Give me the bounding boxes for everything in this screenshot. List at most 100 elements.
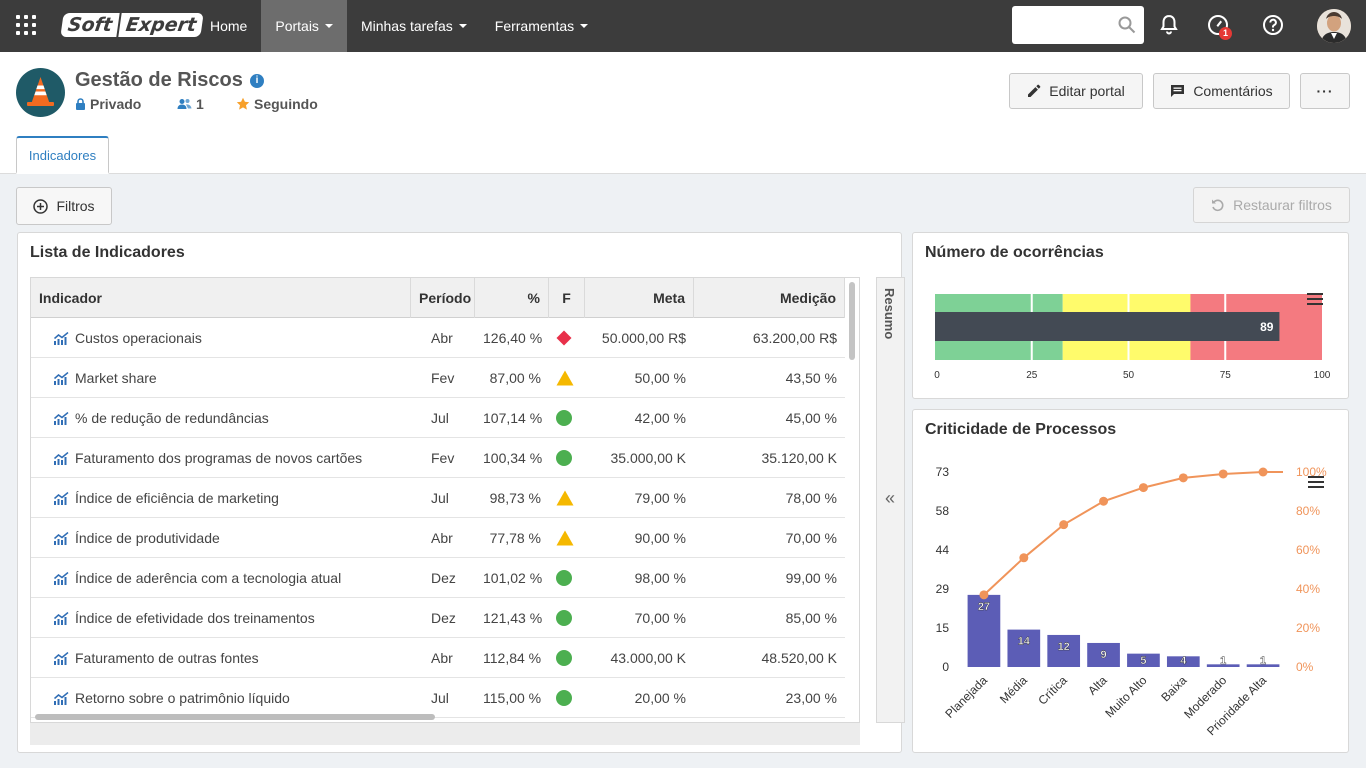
- column-periodo[interactable]: Período: [411, 278, 475, 318]
- table-row[interactable]: Índice de produtividade Abr 77,78 % 90,00 %…: [31, 518, 845, 558]
- bar-Baixa[interactable]: [1166, 656, 1200, 667]
- indicator-measure: 70,00 %: [785, 530, 837, 546]
- table-row[interactable]: Custos operacionais Abr 126,40 % 50.000,00 …: [31, 318, 845, 358]
- indicator-chart-icon: [54, 372, 69, 385]
- cumulative-point[interactable]: [1059, 520, 1069, 530]
- pencil-icon: [1028, 84, 1041, 97]
- privacy-label: Privado: [90, 96, 142, 112]
- indicator-period: Fev: [431, 450, 455, 466]
- table-row[interactable]: Índice de efetividade dos treinamentos De…: [31, 598, 845, 638]
- softexpert-logo[interactable]: Soft Expert: [60, 10, 204, 40]
- bar-Prioridade Alta[interactable]: [1246, 664, 1280, 667]
- indicator-chart-icon: [54, 492, 69, 505]
- column-flag[interactable]: F: [549, 278, 585, 318]
- indicator-name[interactable]: Custos operacionais: [75, 330, 202, 346]
- more-options-label: ···: [1316, 83, 1334, 99]
- nav-minhas-tarefas-label: Minhas tarefas: [360, 18, 453, 34]
- tab-indicadores[interactable]: Indicadores: [16, 136, 109, 174]
- bar-data-label: 14: [1018, 636, 1031, 648]
- indicator-percent: 98,73 %: [489, 490, 541, 506]
- vertical-scrollbar[interactable]: [849, 282, 855, 360]
- more-options-button[interactable]: ···: [1300, 73, 1350, 109]
- bar-data-label: 1: [1220, 655, 1226, 667]
- comments-button[interactable]: Comentários: [1153, 73, 1290, 109]
- indicator-name[interactable]: Market share: [75, 370, 157, 386]
- cumulative-point[interactable]: [979, 590, 989, 600]
- indicator-name[interactable]: Índice de eficiência de marketing: [75, 490, 279, 506]
- table-row[interactable]: Índice de eficiência de marketing Jul 98,7…: [31, 478, 845, 518]
- indicator-name[interactable]: Índice de produtividade: [75, 530, 220, 546]
- indicator-percent: 112,84 %: [483, 650, 542, 666]
- indicator-name[interactable]: % de redução de redundâncias: [75, 410, 269, 426]
- double-chevron-left-icon[interactable]: «: [885, 488, 896, 508]
- nav-portais[interactable]: Portais: [261, 0, 347, 52]
- column-meta[interactable]: Meta: [585, 278, 694, 318]
- traffic-cone-icon: [16, 68, 65, 117]
- restore-filters-button[interactable]: Restaurar filtros: [1193, 187, 1350, 223]
- cumulative-point[interactable]: [1178, 473, 1188, 483]
- indicator-name[interactable]: Índice de aderência com a tecnologia atu…: [75, 570, 342, 586]
- table-row[interactable]: % de redução de redundâncias Jul 107,14 % 4…: [31, 398, 845, 438]
- members-count[interactable]: 1: [177, 96, 204, 112]
- cumulative-point[interactable]: [1258, 467, 1268, 477]
- summary-label: Resumo: [882, 288, 897, 340]
- search-input[interactable]: [1012, 6, 1144, 44]
- indicator-chart-icon: [54, 532, 69, 545]
- chart-menu-icon[interactable]: [1307, 293, 1323, 305]
- indicator-name[interactable]: Retorno sobre o patrimônio líquido: [75, 690, 290, 706]
- table-row[interactable]: Faturamento de outras fontes Abr 112,84 % 4…: [31, 638, 845, 678]
- cumulative-point[interactable]: [1099, 496, 1109, 506]
- bar-Crítica[interactable]: [1047, 634, 1081, 667]
- cumulative-point[interactable]: [1138, 483, 1148, 493]
- compass-icon[interactable]: [1206, 13, 1230, 37]
- comment-icon: [1171, 85, 1185, 97]
- filters-button[interactable]: Filtros: [16, 187, 112, 225]
- bar-Média[interactable]: [1007, 629, 1041, 667]
- indicator-measure: 85,00 %: [785, 610, 837, 626]
- indicator-measure: 35.120,00 K: [761, 450, 837, 466]
- bar-Moderado[interactable]: [1206, 664, 1240, 667]
- indicator-name[interactable]: Faturamento dos programas de novos cartõ…: [75, 450, 363, 466]
- chart-menu-icon[interactable]: [1308, 476, 1324, 488]
- horizontal-scrollbar[interactable]: [35, 714, 435, 720]
- column-percent[interactable]: %: [475, 278, 549, 318]
- x-category-label: Muito Alto: [1102, 673, 1149, 720]
- cumulative-point[interactable]: [1019, 553, 1029, 563]
- help-icon[interactable]: [1261, 13, 1285, 37]
- indicator-chart-icon: [54, 572, 69, 585]
- table-row[interactable]: Market share Fev 87,00 % 50,00 % 43,50 %: [31, 358, 845, 398]
- summary-side-panel[interactable]: Resumo «: [876, 277, 905, 723]
- follow-status[interactable]: Seguindo: [236, 96, 318, 112]
- nav-ferramentas[interactable]: Ferramentas: [481, 0, 602, 52]
- indicator-goal: 50.000,00 R$: [601, 330, 686, 346]
- x-tick-label: 100: [1314, 370, 1331, 381]
- nav-minhas-tarefas[interactable]: Minhas tarefas: [347, 0, 481, 52]
- app-launcher-icon[interactable]: [16, 15, 36, 35]
- nav-home[interactable]: Home: [196, 0, 261, 52]
- bar-data-label: 1: [1260, 655, 1266, 667]
- avatar[interactable]: [1317, 9, 1351, 43]
- cumulative-point[interactable]: [1218, 469, 1228, 479]
- top-navigation-bar: Soft Expert Home Portais Minhas tarefas …: [0, 0, 1366, 52]
- bar-Planejada[interactable]: [967, 594, 1001, 667]
- comments-label: Comentários: [1193, 83, 1273, 99]
- indicator-name[interactable]: Faturamento de outras fontes: [75, 650, 259, 666]
- y-tick-label: 15: [936, 621, 950, 635]
- indicator-name[interactable]: Índice de efetividade dos treinamentos: [75, 610, 315, 626]
- edit-portal-button[interactable]: Editar portal: [1009, 73, 1143, 109]
- bell-icon[interactable]: [1157, 13, 1181, 37]
- column-medicao[interactable]: Medição: [694, 278, 845, 318]
- table-row[interactable]: Retorno sobre o patrimônio líquido Jul 115…: [31, 678, 845, 718]
- table-row[interactable]: Faturamento dos programas de novos cartõ…: [31, 438, 845, 478]
- indicator-percent: 77,78 %: [489, 530, 541, 546]
- table-row[interactable]: Índice de aderência com a tecnologia atu…: [31, 558, 845, 598]
- column-indicador[interactable]: Indicador: [31, 278, 411, 318]
- bar-Muito Alto[interactable]: [1127, 653, 1160, 667]
- y2-tick-label: 0%: [1296, 660, 1314, 674]
- info-icon[interactable]: i: [250, 74, 264, 88]
- bar-Alta[interactable]: [1087, 642, 1120, 667]
- bullet-value-bar[interactable]: [935, 312, 1280, 341]
- logo-part-expert: Expert: [118, 13, 204, 37]
- search-icon[interactable]: [1118, 16, 1136, 34]
- y2-tick-label: 20%: [1296, 621, 1320, 635]
